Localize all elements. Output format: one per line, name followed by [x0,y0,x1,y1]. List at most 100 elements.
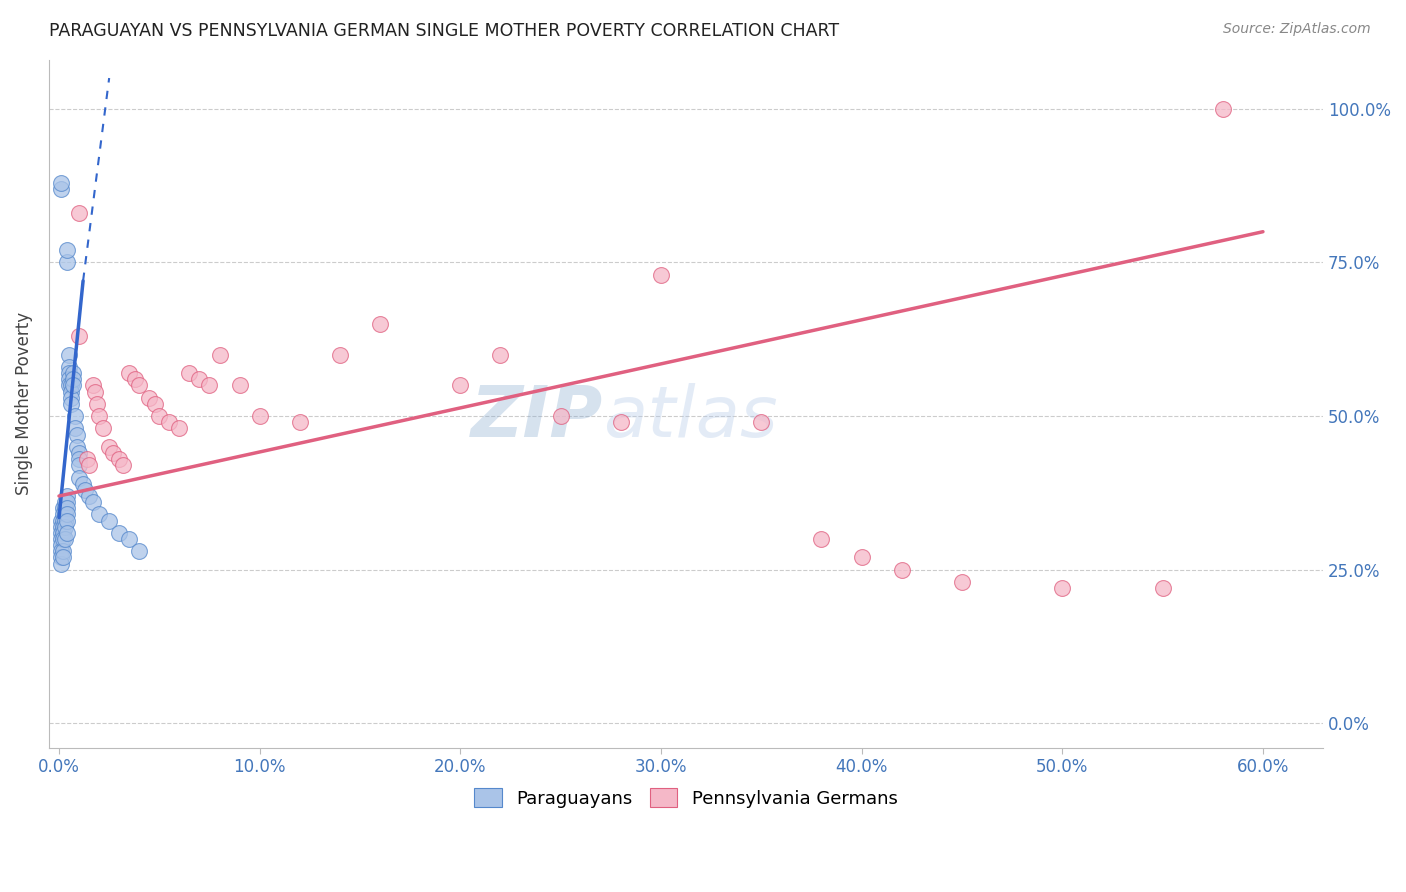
Text: PARAGUAYAN VS PENNSYLVANIA GERMAN SINGLE MOTHER POVERTY CORRELATION CHART: PARAGUAYAN VS PENNSYLVANIA GERMAN SINGLE… [49,22,839,40]
Point [49,538,72,552]
Point [58,359,80,374]
Point [118,366,141,380]
Point [890,563,912,577]
Point [138,391,160,405]
Y-axis label: Single Mother Poverty: Single Mother Poverty [15,312,32,495]
Point [368,317,391,331]
Point [198,378,221,392]
Point [288,415,311,429]
Point [76,452,98,467]
Point [82,495,104,509]
Point [58,372,80,386]
Point [75,483,97,497]
Point [91,421,114,435]
Point [650,268,672,282]
Point [169,421,191,435]
Point [49,514,72,528]
Point [77,489,100,503]
Point [208,348,231,362]
Point [108,525,131,540]
Point [52,544,75,558]
Point [53,508,76,522]
Point [148,409,170,423]
Point [58,348,80,362]
Point [449,378,471,392]
Point [749,415,772,429]
Point [53,532,76,546]
Point [56,525,79,540]
Point [49,544,72,558]
Point [52,550,75,565]
Point [98,440,121,454]
Point [52,532,75,546]
Point [67,458,90,473]
Point [56,489,79,503]
Point [86,397,108,411]
Point [52,508,75,522]
Point [52,525,75,540]
Point [53,495,76,509]
Point [62,366,84,380]
Point [52,520,75,534]
Point [56,495,79,509]
Point [56,514,79,528]
Point [489,348,512,362]
Point [67,206,90,220]
Point [1152,581,1174,595]
Point [67,446,90,460]
Point [52,514,75,528]
Point [89,409,111,423]
Point [60,397,83,411]
Point [49,525,72,540]
Point [49,520,72,534]
Point [810,532,832,546]
Point [49,557,72,571]
Point [60,391,83,405]
Point [950,575,973,590]
Point [157,415,180,429]
Point [179,366,201,380]
Point [143,397,166,411]
Point [112,458,135,473]
Point [52,501,75,516]
Point [108,452,131,467]
Point [610,415,633,429]
Point [550,409,572,423]
Legend: Paraguayans, Pennsylvania Germans: Paraguayans, Pennsylvania Germans [467,780,905,814]
Point [49,550,72,565]
Point [62,378,84,392]
Point [56,508,79,522]
Point [89,508,111,522]
Point [49,182,72,196]
Point [63,421,86,435]
Point [84,384,107,399]
Point [1052,581,1074,595]
Point [101,446,124,460]
Point [98,514,121,528]
Point [851,550,873,565]
Text: Source: ZipAtlas.com: Source: ZipAtlas.com [1223,22,1371,37]
Point [49,176,72,190]
Point [67,329,90,343]
Point [58,378,80,392]
Point [56,243,79,257]
Point [60,384,83,399]
Point [56,501,79,516]
Point [53,501,76,516]
Point [1212,102,1234,116]
Point [188,372,211,386]
Point [72,476,94,491]
Point [82,378,104,392]
Point [66,440,89,454]
Point [49,532,72,546]
Point [128,378,150,392]
Point [67,452,90,467]
Point [66,427,89,442]
Point [62,372,84,386]
Point [53,520,76,534]
Point [56,255,79,269]
Point [77,458,100,473]
Point [249,409,271,423]
Point [60,378,83,392]
Point [329,348,352,362]
